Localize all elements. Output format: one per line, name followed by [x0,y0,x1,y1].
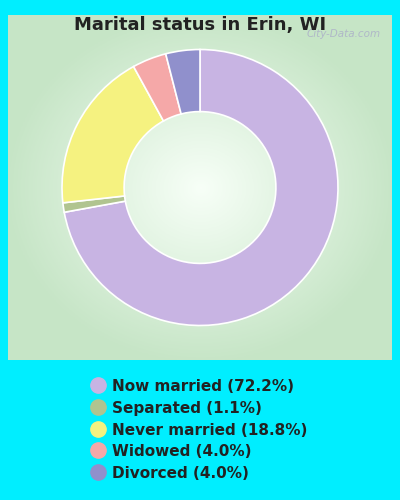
Wedge shape [62,66,164,203]
Wedge shape [63,196,125,212]
Text: Marital status in Erin, WI: Marital status in Erin, WI [74,16,326,34]
Wedge shape [134,54,181,121]
Legend: Now married (72.2%), Separated (1.1%), Never married (18.8%), Widowed (4.0%), Di: Now married (72.2%), Separated (1.1%), N… [88,374,312,486]
Text: City-Data.com: City-Data.com [306,29,380,39]
Wedge shape [64,50,338,326]
Wedge shape [166,50,200,114]
